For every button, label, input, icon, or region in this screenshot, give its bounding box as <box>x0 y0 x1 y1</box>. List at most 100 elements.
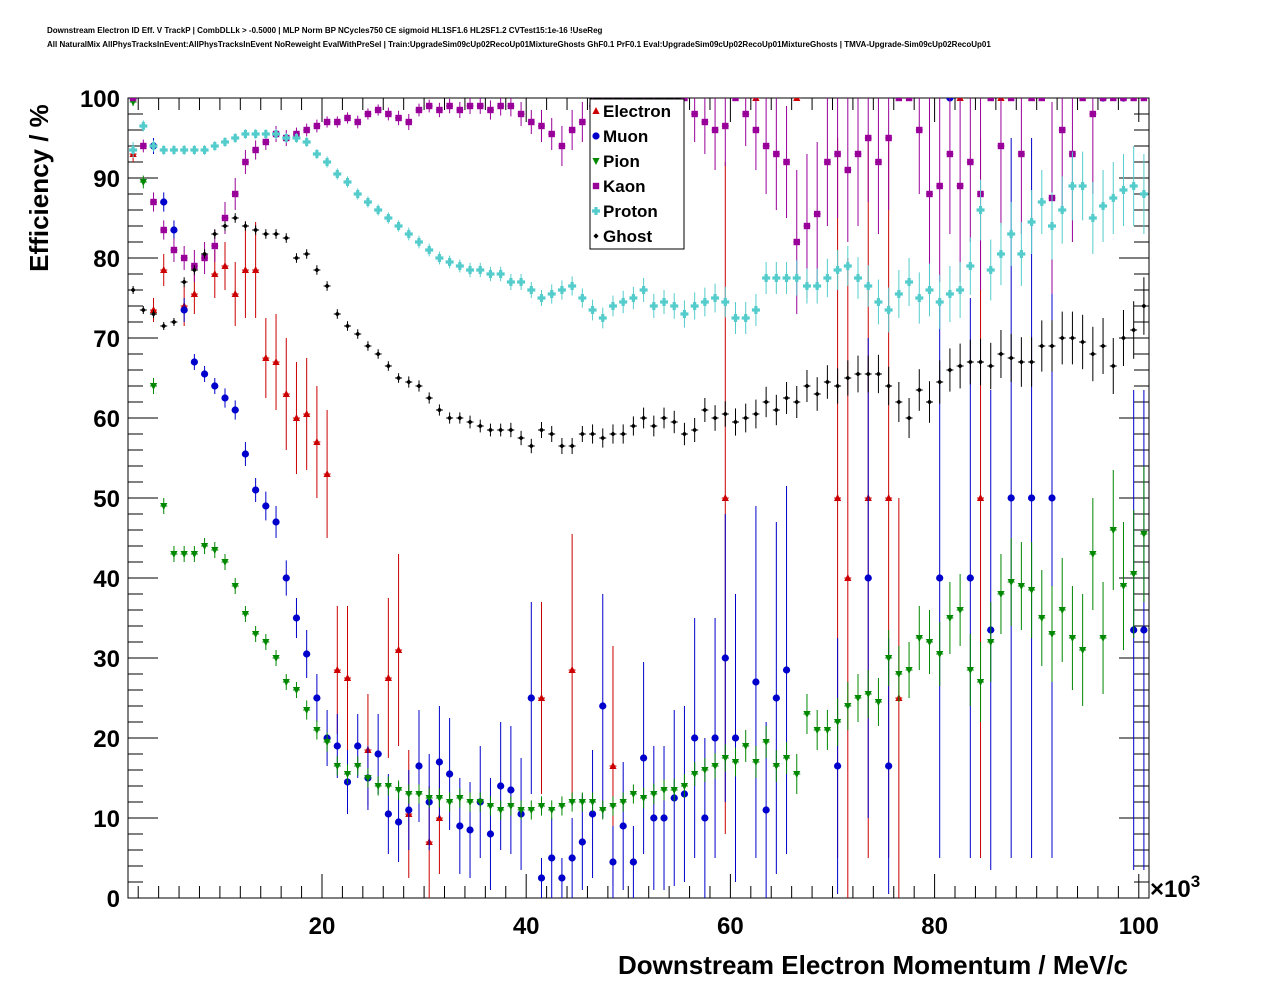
data-point <box>773 150 780 158</box>
y-tick-label: 80 <box>93 246 120 273</box>
data-point <box>425 795 433 802</box>
data-point <box>701 767 709 774</box>
data-point <box>130 287 136 293</box>
data-point <box>885 762 893 770</box>
data-point <box>456 106 464 114</box>
data-point <box>282 390 290 397</box>
data-point <box>313 122 321 130</box>
data-point <box>1038 615 1046 622</box>
data-point <box>782 755 791 762</box>
data-point <box>578 799 586 806</box>
data-point <box>619 822 627 830</box>
data-point <box>446 799 454 806</box>
data-point <box>1028 98 1035 102</box>
data-point <box>1130 98 1137 102</box>
data-point <box>313 438 321 445</box>
series-ghost <box>129 213 1187 454</box>
data-point <box>272 130 281 138</box>
data-point <box>252 266 260 273</box>
data-point <box>833 719 842 726</box>
x-tick-label: 100 <box>1119 913 1159 940</box>
data-point <box>691 110 698 118</box>
data-point <box>1150 166 1158 174</box>
data-point <box>661 415 667 421</box>
data-point <box>221 559 229 566</box>
data-point <box>701 118 709 126</box>
data-point <box>874 699 883 706</box>
data-point <box>507 102 515 110</box>
data-point <box>967 158 974 166</box>
data-point <box>282 679 290 686</box>
data-point <box>537 803 546 810</box>
data-point <box>323 470 331 477</box>
data-point <box>1099 635 1107 642</box>
legend-box <box>589 98 685 250</box>
data-point <box>302 138 311 146</box>
data-point <box>1090 351 1096 357</box>
data-point <box>323 739 331 746</box>
data-point <box>1161 523 1168 530</box>
data-point <box>242 223 249 229</box>
data-point <box>558 803 566 810</box>
data-point <box>1028 359 1035 365</box>
data-point <box>1140 98 1148 102</box>
data-point <box>610 431 616 437</box>
data-point <box>640 795 648 802</box>
data-point <box>629 791 637 798</box>
data-point <box>794 399 800 405</box>
data-point <box>1182 335 1187 340</box>
data-point <box>139 122 148 130</box>
data-point <box>986 266 995 274</box>
data-point <box>833 266 842 274</box>
data-point <box>394 787 403 794</box>
data-point <box>864 282 873 290</box>
data-point <box>1130 571 1138 578</box>
data-point <box>180 254 188 262</box>
data-point <box>548 807 556 814</box>
data-point <box>906 415 912 421</box>
data-point <box>814 391 820 397</box>
data-point <box>783 158 790 166</box>
data-point <box>252 631 260 638</box>
data-point <box>629 858 637 866</box>
data-point <box>731 759 740 766</box>
data-point <box>711 126 719 134</box>
data-point <box>242 158 249 166</box>
data-point <box>639 286 648 294</box>
data-point <box>680 310 689 318</box>
data-point <box>457 415 463 421</box>
data-point <box>1038 98 1045 102</box>
data-point <box>353 190 362 198</box>
data-point <box>1037 198 1046 206</box>
legend-item-electron: Electron <box>592 102 671 121</box>
data-point <box>793 771 801 778</box>
data-point <box>212 231 218 237</box>
data-point <box>1151 95 1157 101</box>
data-point <box>691 734 699 742</box>
data-point <box>681 431 688 437</box>
data-point <box>782 274 791 282</box>
y-tick-label: 20 <box>93 726 120 753</box>
data-point <box>221 262 229 269</box>
data-point <box>139 179 147 186</box>
data-point <box>630 423 636 429</box>
data-point <box>140 307 146 313</box>
data-point <box>844 574 852 581</box>
data-point <box>415 791 423 798</box>
data-point <box>416 383 422 389</box>
data-point <box>792 274 801 282</box>
data-point <box>721 494 729 501</box>
data-point <box>947 367 953 373</box>
data-point <box>988 363 994 369</box>
data-point <box>589 431 596 437</box>
x-tick-label: 20 <box>309 913 336 940</box>
data-point <box>374 750 382 758</box>
data-point <box>253 227 259 233</box>
legend-marker <box>592 158 600 165</box>
data-point <box>1099 202 1108 210</box>
data-point <box>1078 182 1087 190</box>
data-point <box>221 394 229 402</box>
data-point <box>1059 335 1065 341</box>
data-point <box>537 294 546 302</box>
y-tick-label: 10 <box>93 806 120 833</box>
